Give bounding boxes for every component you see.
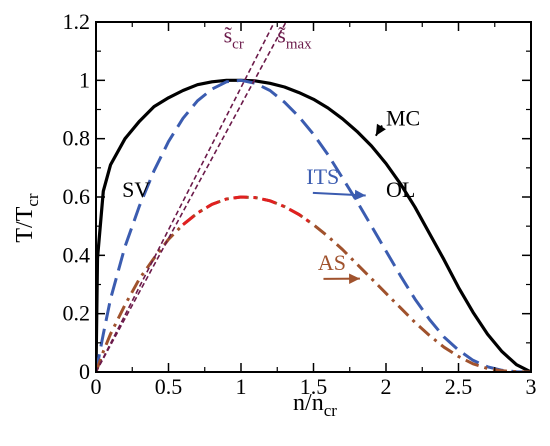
x-axis-title-sub: cr [324, 401, 338, 420]
y-axis-title-main: T/T [12, 206, 38, 242]
y-tick-label: 0.8 [63, 126, 91, 151]
y-tick-label: 0.4 [63, 242, 91, 267]
x-axis-title-main: n/n [293, 390, 324, 416]
annotation-as-arrowhead [349, 273, 360, 284]
annotation-scr: s̃cr [224, 22, 244, 52]
y-tick-label: 0 [79, 359, 90, 384]
plot-frame [95, 21, 532, 373]
annotation-as: AS [318, 250, 346, 275]
x-tick-label: 1.5 [300, 374, 328, 399]
y-tick-label: 1 [79, 67, 90, 92]
series-its-line [96, 78, 531, 372]
y-ticks: 0 0.2 0.4 0.6 0.8 1 1.2 [63, 9, 531, 384]
annotation-its: ITS [306, 164, 339, 189]
x-tick-label: 3 [526, 374, 537, 399]
annotation-mc: MC [386, 106, 420, 131]
curve-layer [96, 22, 531, 372]
annotation-smax: s̃max [277, 22, 312, 52]
x-tick-label: 2.5 [445, 374, 473, 399]
series-scr-line [96, 22, 276, 372]
series-mc-line [96, 78, 531, 372]
x-axis-title: n/ncr [293, 390, 337, 420]
y-tick-label: 0.6 [63, 184, 91, 209]
x-tick-label: 0 [91, 374, 102, 399]
annotation-layer: MC ITS AS SV OL s̃cr s̃max [122, 22, 420, 284]
x-tick-label: 0.5 [155, 374, 183, 399]
annotation-its-arrowhead [354, 189, 366, 201]
annotation-sv: SV [122, 177, 150, 202]
y-tick-label: 0.2 [63, 301, 91, 326]
x-tick-label: 2 [381, 374, 392, 399]
y-axis-title-sub: cr [23, 193, 42, 207]
x-tick-label: 1 [236, 374, 247, 399]
series-as-line [96, 195, 531, 372]
annotation-ol: OL [386, 177, 415, 202]
series-smax-line [96, 22, 287, 372]
annotation-mc-arrowhead [375, 123, 386, 136]
series-as-highlight [182, 195, 315, 226]
y-tick-label: 1.2 [63, 9, 91, 34]
y-axis-title: T/Tcr [12, 193, 42, 243]
x-ticks: 0 0.5 1 1.5 2 2.5 3 [91, 22, 537, 399]
